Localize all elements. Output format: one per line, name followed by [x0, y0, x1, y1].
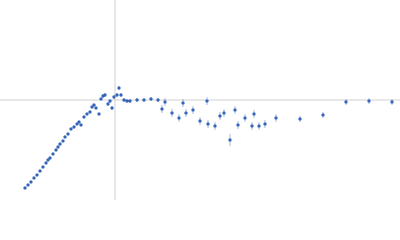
- point: [321, 113, 325, 117]
- point: [160, 107, 164, 111]
- point: [54, 148, 58, 152]
- point: [44, 161, 48, 165]
- point: [90, 105, 94, 109]
- point: [125, 99, 129, 103]
- point: [390, 100, 394, 104]
- point: [142, 98, 146, 102]
- point: [233, 108, 237, 112]
- point: [92, 103, 96, 107]
- point: [252, 112, 256, 116]
- point: [236, 123, 240, 127]
- point: [97, 112, 101, 116]
- point: [298, 117, 302, 121]
- point: [250, 124, 254, 128]
- point: [61, 139, 65, 143]
- point: [23, 186, 27, 190]
- point: [228, 138, 232, 142]
- point: [218, 114, 222, 118]
- point: [206, 122, 210, 126]
- point: [149, 97, 153, 101]
- point: [82, 115, 86, 119]
- point: [99, 97, 103, 101]
- point: [108, 99, 112, 103]
- point: [69, 127, 73, 131]
- point: [163, 100, 167, 104]
- point: [72, 125, 76, 129]
- point: [205, 99, 209, 103]
- point: [29, 180, 33, 184]
- point: [77, 120, 81, 124]
- point: [184, 111, 188, 115]
- point: [274, 116, 278, 120]
- point: [181, 101, 185, 105]
- point: [58, 142, 62, 146]
- point: [198, 119, 202, 123]
- point: [85, 112, 89, 116]
- point: [41, 165, 45, 169]
- point: [156, 98, 160, 102]
- point: [79, 123, 83, 127]
- point: [122, 98, 126, 102]
- point: [367, 99, 371, 103]
- point: [263, 122, 267, 126]
- point: [213, 124, 217, 128]
- point: [48, 156, 52, 160]
- point: [26, 183, 30, 187]
- point: [66, 132, 70, 136]
- point: [88, 110, 92, 114]
- point: [344, 100, 348, 104]
- point: [222, 111, 226, 115]
- point: [51, 152, 55, 156]
- point: [191, 108, 195, 112]
- point: [257, 124, 261, 128]
- point: [56, 145, 60, 149]
- point: [35, 173, 39, 177]
- point: [110, 106, 114, 110]
- page: {"chart_data": {"type": "scatter", "xlim…: [0, 0, 400, 200]
- chart: [0, 0, 400, 200]
- point: [243, 116, 247, 120]
- point: [119, 93, 123, 97]
- point: [38, 169, 42, 173]
- point: [46, 158, 50, 162]
- point: [115, 93, 119, 97]
- point: [135, 98, 139, 102]
- point: [117, 86, 121, 90]
- point: [94, 106, 98, 110]
- point: [177, 116, 181, 120]
- point: [128, 99, 132, 103]
- point: [106, 102, 110, 106]
- point: [112, 95, 116, 99]
- point: [63, 135, 67, 139]
- point: [103, 93, 107, 97]
- point: [32, 176, 36, 180]
- point: [75, 122, 79, 126]
- point: [170, 111, 174, 115]
